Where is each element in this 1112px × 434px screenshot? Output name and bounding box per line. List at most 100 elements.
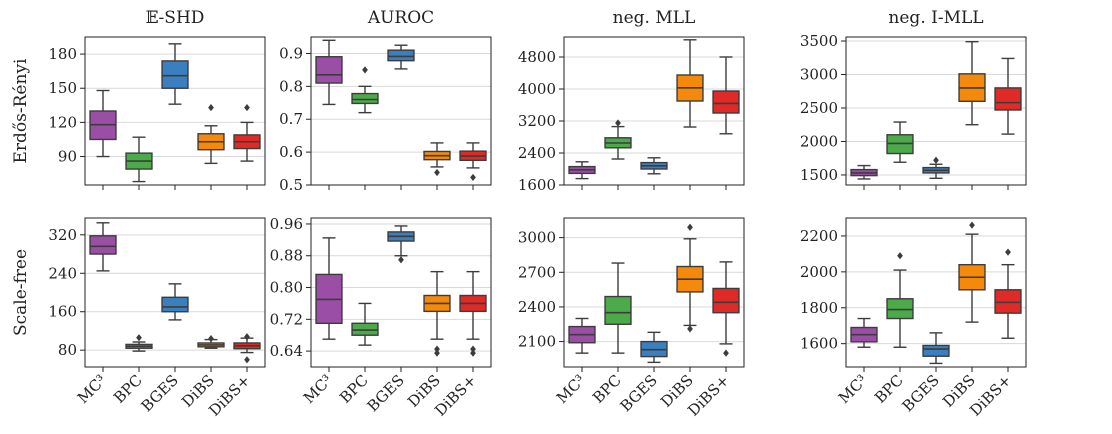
x-tick-label: DiBS+: [431, 371, 480, 420]
y-tick-label: 3000: [800, 66, 838, 84]
outlier-point: [136, 334, 142, 342]
box-dibs: [197, 335, 225, 349]
iqr-box: [387, 49, 415, 62]
box-dibs: [958, 221, 986, 323]
outlier-point: [208, 103, 214, 112]
axes-frame: [845, 36, 1027, 186]
x-tick-label: BGES: [617, 371, 661, 415]
box-dibs: [676, 39, 704, 128]
y-tick-label: 1800: [800, 299, 838, 317]
box-bpc: [125, 334, 153, 352]
iqr-box: [161, 60, 189, 89]
box-mc-: [568, 317, 596, 354]
axes-frame: [563, 36, 745, 186]
outlier-point: [362, 66, 368, 74]
y-tick-label: 2700: [518, 263, 556, 281]
outlier-point: [897, 252, 903, 260]
outlier-point: [434, 349, 440, 357]
y-tick-label: 3200: [518, 112, 556, 130]
y-tick-label: 160: [48, 303, 77, 321]
subplot-1-4: 1500 2000 2500 3000 3500 neg. I-MLL: [800, 8, 1027, 190]
box-bpc: [351, 66, 379, 114]
axes-frame: [84, 217, 266, 368]
y-tick-label: 0.9: [279, 44, 303, 62]
box-bges: [161, 43, 189, 105]
y-tick-label: 2400: [518, 144, 556, 162]
subplot-title: neg. I-MLL: [888, 8, 983, 28]
y-tick-label: 180: [48, 45, 77, 63]
outlier-point: [687, 223, 693, 231]
box-dibs-: [459, 270, 487, 357]
y-tick-label: 0.8: [279, 77, 303, 95]
x-tick-label: DiBS+: [966, 371, 1015, 420]
y-tick-label: 2500: [800, 99, 838, 117]
y-tick-label: 2100: [518, 333, 556, 351]
x-tick-label: MC³: [835, 371, 871, 407]
outlier-point: [969, 221, 975, 229]
box-dibs: [423, 270, 451, 357]
y-tick-label: 2400: [518, 298, 556, 316]
box-mc-: [850, 317, 878, 348]
iqr-box: [604, 295, 632, 325]
axes-frame: [310, 36, 492, 186]
box-bpc: [351, 302, 379, 346]
box-dibs-: [712, 56, 740, 135]
row-label: Scale-free: [11, 249, 31, 336]
box-bges: [387, 225, 415, 264]
box-dibs-: [712, 261, 740, 357]
iqr-box: [886, 298, 914, 320]
y-tick-label: 320: [48, 226, 77, 244]
axes-frame: [310, 217, 492, 368]
box-dibs: [197, 103, 225, 165]
box-bpc: [125, 136, 153, 183]
outlier-point: [470, 345, 476, 353]
y-tick-label: 4800: [518, 48, 556, 66]
iqr-box: [922, 344, 950, 357]
y-tick-label: 4000: [518, 80, 556, 98]
y-tick-label: 120: [48, 113, 77, 131]
subplot-1-3: 1600 2400 3200 4000 4800 neg. MLL: [518, 8, 745, 194]
y-tick-label: 240: [48, 264, 77, 282]
x-tick-label: DiBS+: [205, 371, 254, 420]
iqr-box: [712, 287, 740, 314]
box-mc-: [89, 222, 117, 272]
box-dibs: [423, 142, 451, 177]
box-dibs-: [459, 142, 487, 182]
box-mc-: [89, 89, 117, 158]
box-mc-: [568, 161, 596, 180]
y-tick-label: 90: [58, 148, 77, 166]
y-tick-label: 3000: [518, 229, 556, 247]
box-bges: [922, 156, 950, 180]
iqr-box: [89, 235, 117, 255]
box-bpc: [886, 252, 914, 348]
y-tick-label: 0.6: [279, 143, 303, 161]
box-mc-: [315, 39, 343, 106]
subplot-title: neg. MLL: [613, 8, 696, 28]
x-tick-label: BGES: [899, 371, 943, 415]
axes-frame: [563, 217, 745, 368]
box-bpc: [604, 119, 632, 160]
iqr-box: [315, 56, 343, 84]
outlier-point: [434, 168, 440, 177]
x-tick-label: MC³: [74, 371, 110, 407]
iqr-box: [351, 92, 379, 105]
box-dibs: [676, 223, 704, 333]
outlier-point: [208, 335, 214, 343]
outlier-point: [1005, 248, 1011, 256]
y-tick-label: 0.5: [279, 176, 303, 194]
box-mc-: [850, 164, 878, 180]
iqr-box: [994, 87, 1022, 111]
box-bges: [640, 157, 668, 175]
iqr-box: [994, 289, 1022, 314]
outlier-point: [244, 333, 250, 341]
x-tick-label: MC³: [553, 371, 589, 407]
box-bges: [640, 331, 668, 364]
box-dibs-: [994, 57, 1022, 135]
box-bges: [387, 44, 415, 70]
row-label: Erdős-Rényi: [11, 58, 31, 164]
y-tick-label: 2000: [800, 263, 838, 281]
outlier-point: [470, 173, 476, 182]
